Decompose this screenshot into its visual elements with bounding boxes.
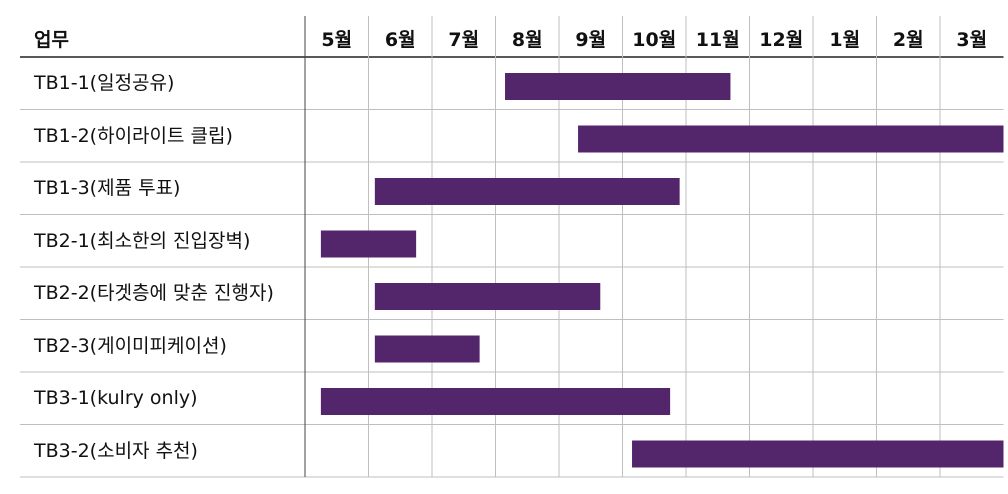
task-bar — [320, 230, 417, 258]
task-bar — [578, 125, 1004, 153]
month-header: 1월 — [829, 29, 861, 51]
month-header: 6월 — [384, 29, 416, 51]
task-bar — [374, 178, 680, 205]
task-bar — [374, 283, 601, 310]
month-header: 2월 — [892, 29, 924, 51]
task-label: TB3-2(소비자 추천) — [34, 439, 198, 462]
task-label: TB2-2(타겟층에 맞춘 진행자) — [34, 282, 274, 304]
month-header: 10월 — [632, 29, 677, 51]
task-bar — [505, 73, 731, 100]
month-header: 5월 — [321, 29, 353, 51]
month-header: 7월 — [448, 29, 480, 51]
month-header: 8월 — [511, 29, 543, 51]
task-bar — [374, 335, 480, 363]
month-header: 12월 — [759, 29, 804, 51]
task-label: TB1-3(제품 투표) — [34, 177, 181, 199]
task-label: TB1-2(하이라이트 클립) — [34, 124, 233, 147]
month-header: 3월 — [956, 29, 988, 51]
task-bar — [632, 440, 1004, 468]
task-label: TB1-1(일정공유) — [34, 72, 175, 94]
task-column-header: 업무 — [34, 29, 69, 51]
task-label: TB2-3(게이미피케이션) — [34, 334, 227, 357]
task-label: TB2-1(최소한의 진입장벽) — [34, 229, 251, 252]
task-label: TB3-1(kulry only) — [34, 387, 198, 409]
month-header: 9월 — [575, 29, 607, 51]
month-header: 11월 — [695, 29, 740, 51]
task-bar — [320, 388, 671, 415]
